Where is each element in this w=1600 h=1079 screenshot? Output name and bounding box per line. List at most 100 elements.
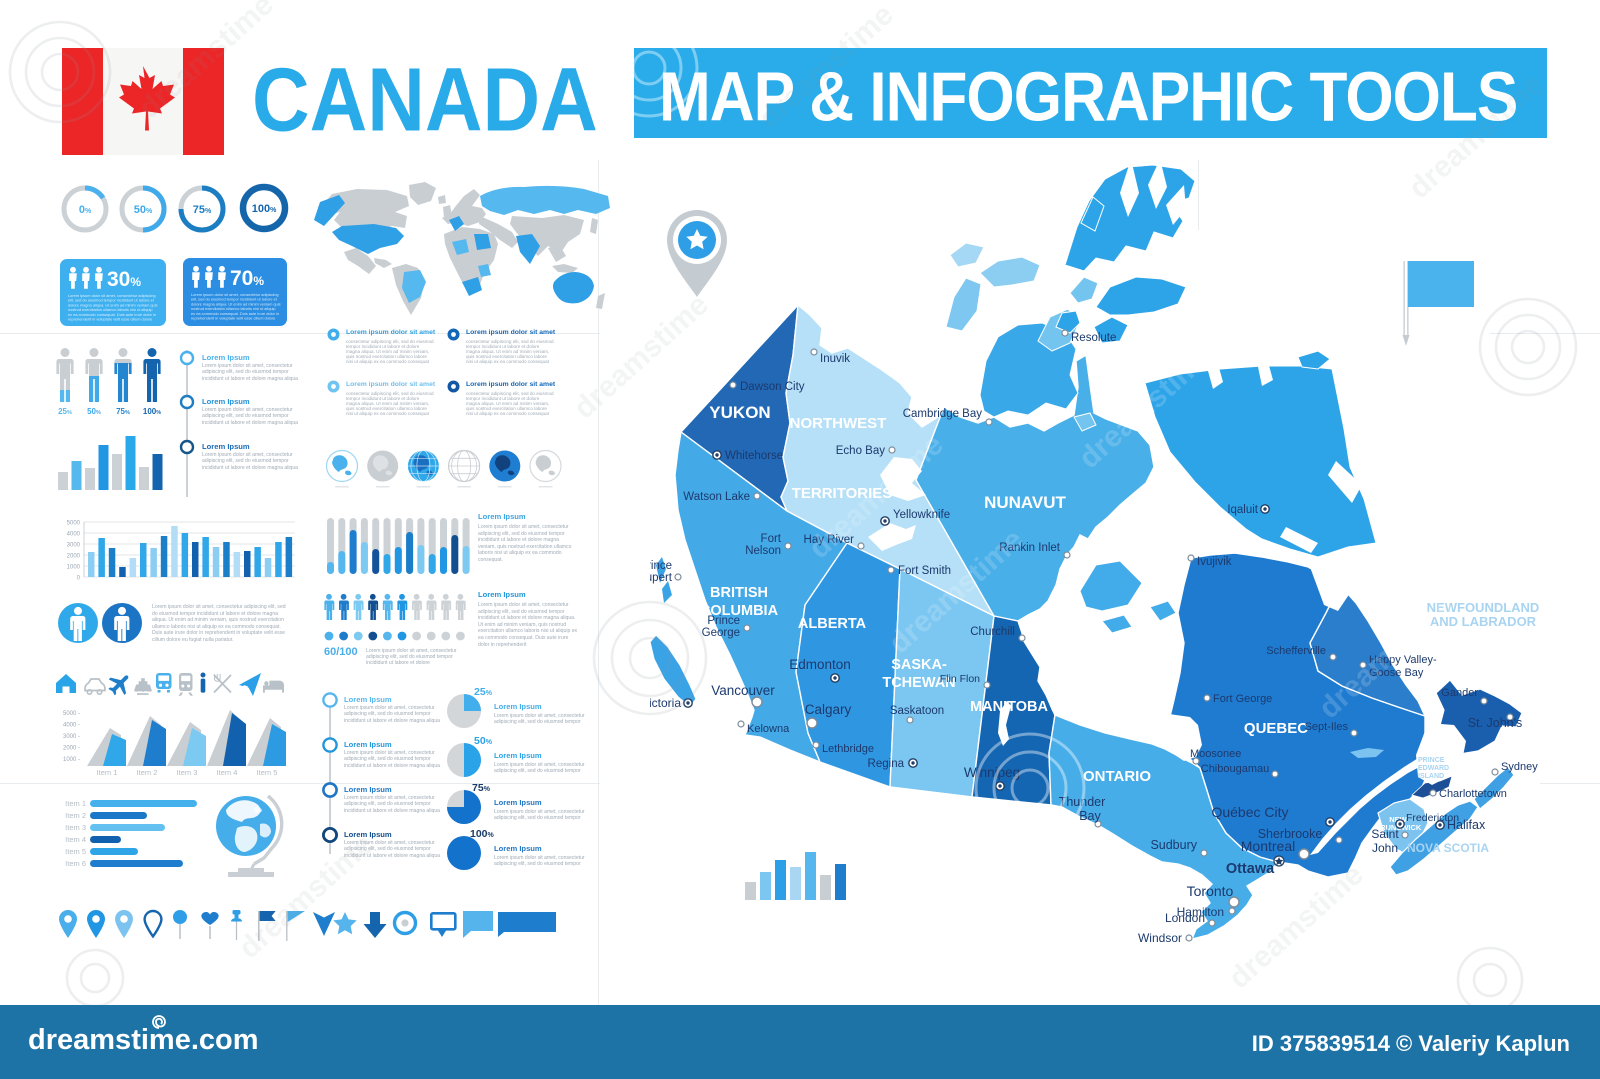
svg-text:NUNAVUT: NUNAVUT xyxy=(984,493,1066,512)
svg-text:London: London xyxy=(1165,911,1205,925)
svg-text:Fort: Fort xyxy=(761,533,782,545)
svg-text:Moosonee: Moosonee xyxy=(1190,748,1241,760)
svg-text:Cambridge Bay: Cambridge Bay xyxy=(903,408,983,420)
svg-text:Prince: Prince xyxy=(707,615,740,627)
svg-text:Whitehorse: Whitehorse xyxy=(725,450,783,462)
svg-text:1000 -: 1000 - xyxy=(63,757,80,763)
svg-text:Fredericton: Fredericton xyxy=(1406,812,1459,824)
svg-text:Yellowknife: Yellowknife xyxy=(893,509,950,521)
svg-text:Item 2: Item 2 xyxy=(137,768,158,777)
svg-text:Lorem ipsum dolor sit amet, co: Lorem ipsum dolor sit amet, consectetur … xyxy=(191,292,279,297)
svg-text:dolore magna aliqua. Ut enim a: dolore magna aliqua. Ut enim ad minim ve… xyxy=(68,302,158,307)
svg-text:George: George xyxy=(702,627,740,639)
svg-text:Flin Flon: Flin Flon xyxy=(940,673,980,685)
svg-text:Thunder: Thunder xyxy=(1059,795,1106,809)
svg-text:0: 0 xyxy=(77,576,81,582)
svg-text:ONTARIO: ONTARIO xyxy=(1083,768,1151,785)
svg-text:Gander: Gander xyxy=(1441,687,1478,699)
svg-text:Sherbrooke: Sherbrooke xyxy=(1258,827,1323,841)
svg-text:John: John xyxy=(1372,841,1398,855)
svg-text:YUKON: YUKON xyxy=(709,403,770,422)
svg-text:QUEBEC: QUEBEC xyxy=(1244,720,1308,737)
svg-text:Lethbridge: Lethbridge xyxy=(822,743,874,755)
svg-text:reprehenderit in voluptate vel: reprehenderit in voluptate velit esse ci… xyxy=(68,317,152,322)
svg-text:Resolute: Resolute xyxy=(1071,332,1116,344)
svg-text:4000 -: 4000 - xyxy=(63,723,80,729)
svg-text:Fort Smith: Fort Smith xyxy=(898,565,951,577)
svg-text:50%: 50% xyxy=(134,204,153,216)
svg-text:AND LABRADOR: AND LABRADOR xyxy=(1430,614,1537,629)
svg-text:BRITISH: BRITISH xyxy=(710,585,768,601)
svg-text:Rankin Inlet: Rankin Inlet xyxy=(999,542,1061,554)
svg-text:5000: 5000 xyxy=(67,521,81,527)
svg-text:EDWARD: EDWARD xyxy=(1418,765,1449,772)
svg-text:Charlottetown: Charlottetown xyxy=(1439,788,1507,800)
svg-text:75%: 75% xyxy=(193,204,212,216)
svg-text:Halifax: Halifax xyxy=(1447,818,1486,832)
svg-text:elit, sed do eiusmod tempor in: elit, sed do eiusmod tempor incididunt u… xyxy=(191,297,278,302)
svg-text:Ivujivik: Ivujivik xyxy=(1197,556,1232,568)
svg-text:Montreal: Montreal xyxy=(1241,838,1295,854)
svg-text:SASKA-: SASKA- xyxy=(891,657,947,673)
svg-text:0%: 0% xyxy=(79,204,92,216)
svg-text:Item 4: Item 4 xyxy=(217,768,238,777)
svg-text:NORTHWEST: NORTHWEST xyxy=(790,415,887,432)
svg-text:Watson Lake: Watson Lake xyxy=(683,491,750,503)
svg-text:2000 -: 2000 - xyxy=(63,746,80,752)
svg-text:Hamilton: Hamilton xyxy=(1177,905,1224,919)
svg-text:nostrud exercitation ullamco l: nostrud exercitation ullamco laboris nis… xyxy=(191,306,276,311)
svg-text:3000 -: 3000 - xyxy=(63,734,80,740)
svg-text:elit, sed do eiusmod tempor in: elit, sed do eiusmod tempor incididunt u… xyxy=(68,298,155,303)
svg-text:Lorem ipsum dolor sit amet, co: Lorem ipsum dolor sit amet, consectetur … xyxy=(68,293,156,298)
svg-text:Victoria: Victoria xyxy=(650,696,681,710)
svg-text:70%: 70% xyxy=(230,267,264,290)
svg-text:Item 1: Item 1 xyxy=(65,799,86,808)
svg-text:Echo Bay: Echo Bay xyxy=(836,445,885,457)
svg-text:50%: 50% xyxy=(87,407,101,416)
svg-text:Item 3: Item 3 xyxy=(177,768,198,777)
svg-text:Sept-Iles: Sept-Iles xyxy=(1305,721,1349,733)
svg-text:100%: 100% xyxy=(143,407,161,416)
svg-text:ISLAND: ISLAND xyxy=(1418,773,1444,780)
svg-text:Saskatoon: Saskatoon xyxy=(890,705,944,717)
svg-text:Calgary: Calgary xyxy=(805,702,852,717)
svg-text:Rupert: Rupert xyxy=(650,572,673,584)
svg-text:5000 -: 5000 - xyxy=(63,711,80,717)
svg-text:ALBERTA: ALBERTA xyxy=(798,616,867,632)
svg-text:Sudbury: Sudbury xyxy=(1150,838,1197,852)
svg-text:ex ea commodo consequat. Duis: ex ea commodo consequat. Duis aute irure… xyxy=(191,311,279,316)
svg-text:Item 4: Item 4 xyxy=(65,835,86,844)
svg-text:Toronto: Toronto xyxy=(1187,883,1234,899)
svg-text:Schefferville: Schefferville xyxy=(1266,645,1326,657)
svg-text:Nelson: Nelson xyxy=(745,545,781,557)
svg-text:Saint: Saint xyxy=(1371,827,1399,841)
svg-text:COLUMBIA: COLUMBIA xyxy=(700,603,779,619)
svg-text:Chibougamau: Chibougamau xyxy=(1201,763,1270,775)
svg-text:3000: 3000 xyxy=(67,543,81,549)
svg-text:Ottawa: Ottawa xyxy=(1226,861,1275,877)
svg-text:4000: 4000 xyxy=(67,532,81,538)
svg-text:Kelowna: Kelowna xyxy=(747,723,790,735)
svg-text:Hay River: Hay River xyxy=(804,534,855,546)
svg-text:Edmonton: Edmonton xyxy=(789,657,851,672)
svg-text:reprehenderit in voluptate vel: reprehenderit in voluptate velit esse ci… xyxy=(191,316,275,321)
svg-text:100%: 100% xyxy=(252,203,277,215)
svg-text:Regina: Regina xyxy=(868,758,905,770)
svg-text:Item 1: Item 1 xyxy=(97,768,118,777)
svg-text:Winnipeg: Winnipeg xyxy=(964,765,1020,780)
svg-text:1000: 1000 xyxy=(67,565,81,571)
svg-text:Bay: Bay xyxy=(1079,809,1101,823)
svg-text:NEWFOUNDLAND: NEWFOUNDLAND xyxy=(1427,600,1540,615)
svg-text:Item 3: Item 3 xyxy=(65,823,86,832)
svg-text:Item 6: Item 6 xyxy=(65,859,86,868)
svg-text:Sydney: Sydney xyxy=(1501,761,1538,773)
svg-text:NOVA SCOTIA: NOVA SCOTIA xyxy=(1407,841,1489,855)
svg-text:Québec City: Québec City xyxy=(1211,804,1288,820)
svg-text:MANITOBA: MANITOBA xyxy=(970,699,1048,715)
svg-text:ex ea commodo consequat. Duis: ex ea commodo consequat. Duis aute irure… xyxy=(68,312,156,317)
svg-text:Dawson City: Dawson City xyxy=(740,381,805,393)
svg-text:Goose Bay: Goose Bay xyxy=(1369,667,1424,679)
svg-text:Item 5: Item 5 xyxy=(65,847,86,856)
svg-text:TCHEWAN: TCHEWAN xyxy=(882,675,955,691)
svg-text:2000: 2000 xyxy=(67,554,81,560)
